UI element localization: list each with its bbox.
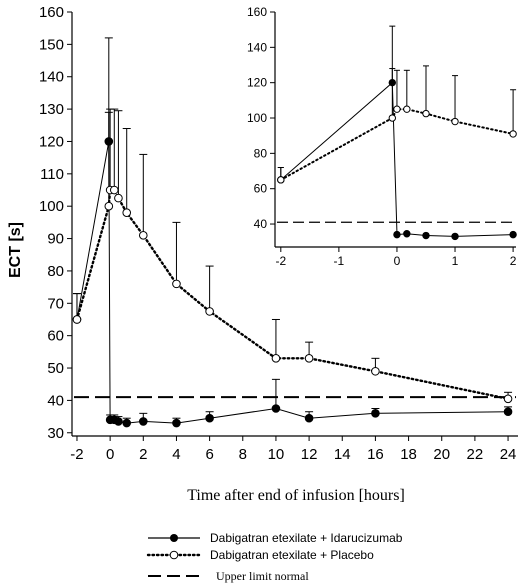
inset-point-idarucizumab <box>403 230 411 238</box>
y-axis-label: ECT [s] <box>7 222 24 278</box>
legend-label-upper-limit: Upper limit normal <box>216 569 309 583</box>
main-point-idarucizumab <box>172 418 181 428</box>
main-x-tick-label: 10 <box>268 446 285 463</box>
main-point-idarucizumab <box>138 417 148 426</box>
legend-item-upper-limit: Upper limit normal <box>148 569 309 583</box>
main-point-placebo <box>304 354 314 363</box>
main-x-tick-label: -2 <box>70 446 83 463</box>
inset-point-placebo <box>509 130 517 138</box>
main-y-tick-label: 100 <box>39 198 64 215</box>
inset-point-placebo <box>422 109 430 118</box>
inset-y-tick-label: 60 <box>254 182 268 196</box>
main-x-tick-label: 16 <box>367 446 384 463</box>
legend-item-idarucizumab: Dabigatran etexilate + Idarucizumab <box>148 531 403 545</box>
main-point-idarucizumab <box>503 407 513 417</box>
inset-point-placebo <box>403 105 411 113</box>
legend-label-placebo: Dabigatran etexilate + Placebo <box>210 548 374 562</box>
main-x-tick-label: 8 <box>239 446 247 463</box>
main-y-tick-label: 80 <box>47 263 64 280</box>
main-y-tick-label: 120 <box>39 133 64 150</box>
legend-item-placebo: Dabigatran etexilate + Placebo <box>146 548 374 562</box>
main-point-placebo <box>109 185 119 195</box>
main-point-idarucizumab <box>114 417 123 426</box>
main-point-idarucizumab <box>205 413 214 423</box>
inset-chart: 40 60 80 100 120 140 160 -2 -1 0 1 2 <box>247 5 524 271</box>
main-y-tick-label: 160 <box>39 4 64 21</box>
main-y-tick-label: 140 <box>39 69 64 86</box>
inset-point-idarucizumab <box>451 232 459 241</box>
main-point-placebo <box>122 208 132 217</box>
main-x-tick-label: 24 <box>500 446 517 463</box>
x-axis-label: Time after end of infusion [hours] <box>187 487 405 504</box>
main-point-placebo <box>371 366 380 376</box>
main-x-tick-label: 18 <box>400 446 417 463</box>
inset-x-tick-label: 2 <box>510 254 517 268</box>
inset-x-tick-label: 1 <box>452 254 459 268</box>
inset-x-tick-label: -1 <box>334 254 345 268</box>
main-point-placebo <box>72 315 82 324</box>
main-x-tick-label: 6 <box>205 446 213 463</box>
main-y-tick-label: 90 <box>47 231 64 248</box>
main-point-idarucizumab <box>371 409 380 418</box>
inset-point-placebo <box>277 176 285 184</box>
inset-background <box>253 6 524 271</box>
main-point-placebo <box>205 307 214 316</box>
inset-y-tick-label: 160 <box>247 5 267 19</box>
inset-point-idarucizumab <box>509 230 517 239</box>
legend-marker-filled <box>170 534 178 542</box>
inset-y-tick-label: 80 <box>254 146 268 160</box>
main-point-placebo <box>172 279 181 289</box>
main-x-tick-label: 22 <box>467 446 484 463</box>
main-y-tick-label: 60 <box>47 328 64 345</box>
main-y-tick-label: 130 <box>39 101 64 118</box>
main-x-tick-label: 0 <box>106 446 114 463</box>
main-point-placebo <box>138 231 148 240</box>
main-point-placebo <box>503 394 513 404</box>
inset-point-placebo <box>393 105 401 113</box>
main-point-placebo <box>114 193 123 203</box>
main-point-placebo <box>104 201 114 211</box>
main-y-tick-label: 30 <box>47 425 64 442</box>
inset-y-tick-label: 40 <box>254 217 268 231</box>
main-point-idarucizumab <box>122 418 132 428</box>
main-y-tick-label: 70 <box>47 295 64 312</box>
inset-point-idarucizumab <box>393 230 401 239</box>
main-y-tick-label: 50 <box>47 360 64 377</box>
main-point-idarucizumab <box>304 413 314 423</box>
inset-y-tick-label: 140 <box>247 40 267 54</box>
inset-point-placebo <box>388 114 397 122</box>
main-point-placebo <box>271 354 281 363</box>
inset-x-tick-label: -2 <box>275 254 286 268</box>
legend-marker-open <box>169 550 179 560</box>
main-x-tick-label: 4 <box>172 446 180 463</box>
main-x-tick-label: 14 <box>334 446 351 463</box>
inset-point-placebo <box>451 117 459 126</box>
main-y-tick-label: 40 <box>47 392 64 409</box>
inset-y-tick-label: 120 <box>247 76 267 90</box>
inset-point-idarucizumab <box>422 231 430 240</box>
legend-label-idarucizumab: Dabigatran etexilate + Idarucizumab <box>210 531 403 545</box>
main-y-tick-label: 110 <box>40 166 64 183</box>
main-x-tick-label: 2 <box>139 446 147 463</box>
main-y-tick-label: 150 <box>39 36 64 53</box>
main-x-tick-label: 12 <box>301 446 318 463</box>
main-point-idarucizumab <box>271 404 281 413</box>
inset-y-tick-label: 100 <box>247 111 267 125</box>
legend: Dabigatran etexilate + Idarucizumab Dabi… <box>146 531 403 583</box>
main-x-tick-label: 20 <box>433 446 450 463</box>
inset-x-tick-label: 0 <box>394 254 401 268</box>
